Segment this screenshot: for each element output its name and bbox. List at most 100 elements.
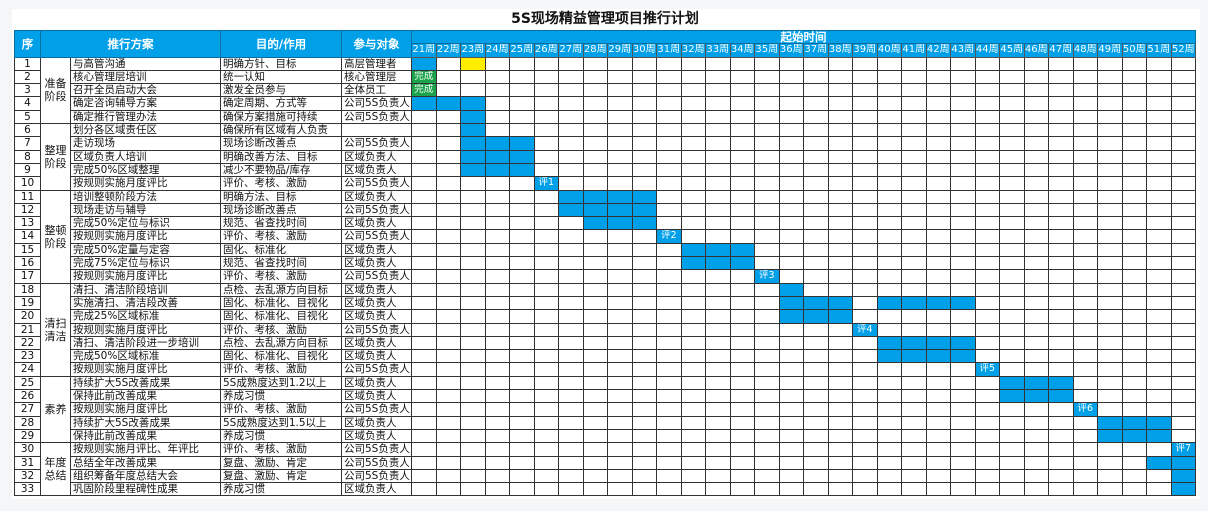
row-number[interactable]: 6 [14, 123, 41, 138]
participants-cell[interactable]: 区域负责人 [341, 162, 412, 178]
gantt-cell[interactable] [1170, 216, 1196, 231]
gantt-cell[interactable] [411, 256, 437, 271]
gantt-cell[interactable] [1170, 295, 1196, 311]
gantt-cell[interactable] [1072, 335, 1098, 351]
gantt-cell[interactable] [999, 468, 1025, 484]
gantt-cell[interactable] [533, 309, 559, 324]
gantt-cell[interactable] [876, 56, 902, 71]
gantt-cell[interactable] [1146, 309, 1172, 324]
gantt-cell[interactable] [999, 428, 1025, 444]
gantt-cell[interactable] [803, 202, 829, 218]
gantt-cell[interactable] [1121, 242, 1147, 258]
gantt-cell[interactable] [754, 402, 780, 417]
gantt-cell[interactable] [558, 349, 584, 364]
gantt-cell[interactable] [1048, 189, 1074, 204]
gantt-cell[interactable] [876, 309, 902, 324]
gantt-cell[interactable] [1146, 442, 1172, 457]
gantt-cell[interactable] [705, 176, 731, 191]
gantt-cell[interactable] [1170, 202, 1196, 218]
purpose-cell[interactable]: 现场诊断改善点 [220, 202, 342, 218]
gantt-cell[interactable] [974, 242, 1000, 258]
gantt-cell[interactable] [631, 415, 657, 430]
gantt-cell[interactable] [435, 242, 461, 258]
gantt-cell[interactable] [852, 402, 878, 417]
gantt-cell[interactable] [876, 482, 902, 497]
gantt-bar-blue[interactable] [999, 375, 1025, 391]
gantt-cell[interactable] [411, 149, 437, 164]
gantt-cell[interactable] [435, 335, 461, 351]
purpose-cell[interactable]: 评价、考核、激励 [220, 229, 342, 244]
gantt-bar-blue[interactable] [460, 96, 486, 111]
gantt-cell[interactable] [509, 428, 535, 444]
gantt-cell[interactable] [754, 375, 780, 391]
gantt-cell[interactable] [1170, 176, 1196, 191]
gantt-cell[interactable] [852, 216, 878, 231]
gantt-cell[interactable] [803, 349, 829, 364]
gantt-cell[interactable] [778, 83, 804, 98]
gantt-cell[interactable] [729, 83, 755, 98]
gantt-cell[interactable] [435, 282, 461, 297]
gantt-cell[interactable] [852, 428, 878, 444]
gantt-cell[interactable] [656, 349, 682, 364]
participants-cell[interactable]: 公司5S负责人 [341, 455, 412, 470]
gantt-cell[interactable] [607, 242, 633, 258]
gantt-cell[interactable] [607, 162, 633, 178]
gantt-cell[interactable] [950, 96, 976, 111]
gantt-cell[interactable] [1072, 428, 1098, 444]
gantt-cell[interactable] [754, 176, 780, 191]
gantt-cell[interactable] [1072, 242, 1098, 258]
week-header[interactable]: 45周 [999, 43, 1025, 58]
gantt-cell[interactable] [582, 322, 608, 337]
gantt-cell[interactable] [852, 242, 878, 258]
gantt-cell[interactable] [509, 335, 535, 351]
gantt-cell[interactable] [558, 389, 584, 404]
gantt-cell[interactable] [680, 389, 706, 404]
gantt-cell[interactable] [729, 282, 755, 297]
gantt-cell[interactable] [460, 83, 486, 98]
gantt-cell[interactable] [680, 362, 706, 377]
gantt-cell[interactable] [435, 69, 461, 85]
gantt-cell[interactable] [558, 402, 584, 417]
gantt-cell[interactable] [460, 349, 486, 364]
gantt-cell[interactable] [1072, 109, 1098, 125]
gantt-cell[interactable] [803, 149, 829, 164]
gantt-cell[interactable] [925, 282, 951, 297]
gantt-cell[interactable] [607, 256, 633, 271]
gantt-cell[interactable] [680, 282, 706, 297]
gantt-cell[interactable] [729, 189, 755, 204]
gantt-bar-blue[interactable] [876, 349, 902, 364]
gantt-cell[interactable] [435, 482, 461, 497]
gantt-cell[interactable] [1146, 69, 1172, 85]
gantt-cell[interactable] [901, 309, 927, 324]
gantt-cell[interactable] [680, 442, 706, 457]
purpose-cell[interactable]: 确保方案措施可持续 [220, 109, 342, 125]
plan-cell[interactable]: 组织筹备年度总结大会 [70, 468, 221, 484]
gantt-cell[interactable] [925, 109, 951, 125]
gantt-cell[interactable] [803, 162, 829, 178]
gantt-cell[interactable] [925, 149, 951, 164]
row-number[interactable]: 21 [14, 322, 41, 337]
gantt-cell[interactable] [950, 282, 976, 297]
purpose-cell[interactable]: 固化、标准化、目视化 [220, 349, 342, 364]
gantt-cell[interactable] [533, 123, 559, 138]
gantt-cell[interactable] [558, 69, 584, 85]
gantt-cell[interactable] [1097, 83, 1123, 98]
gantt-cell[interactable] [729, 402, 755, 417]
gantt-cell[interactable] [778, 335, 804, 351]
gantt-cell[interactable] [901, 362, 927, 377]
gantt-cell[interactable] [680, 189, 706, 204]
gantt-cell[interactable] [705, 335, 731, 351]
week-header[interactable]: 38周 [827, 43, 853, 58]
gantt-cell[interactable] [631, 442, 657, 457]
gantt-cell[interactable] [484, 123, 510, 138]
gantt-cell[interactable] [950, 362, 976, 377]
gantt-cell[interactable] [876, 389, 902, 404]
gantt-cell[interactable] [533, 202, 559, 218]
gantt-cell[interactable] [1048, 415, 1074, 430]
gantt-cell[interactable] [1048, 216, 1074, 231]
gantt-cell[interactable] [1146, 389, 1172, 404]
gantt-cell[interactable] [582, 256, 608, 271]
gantt-cell[interactable] [680, 109, 706, 125]
gantt-cell[interactable] [582, 123, 608, 138]
gantt-cell[interactable] [411, 482, 437, 497]
